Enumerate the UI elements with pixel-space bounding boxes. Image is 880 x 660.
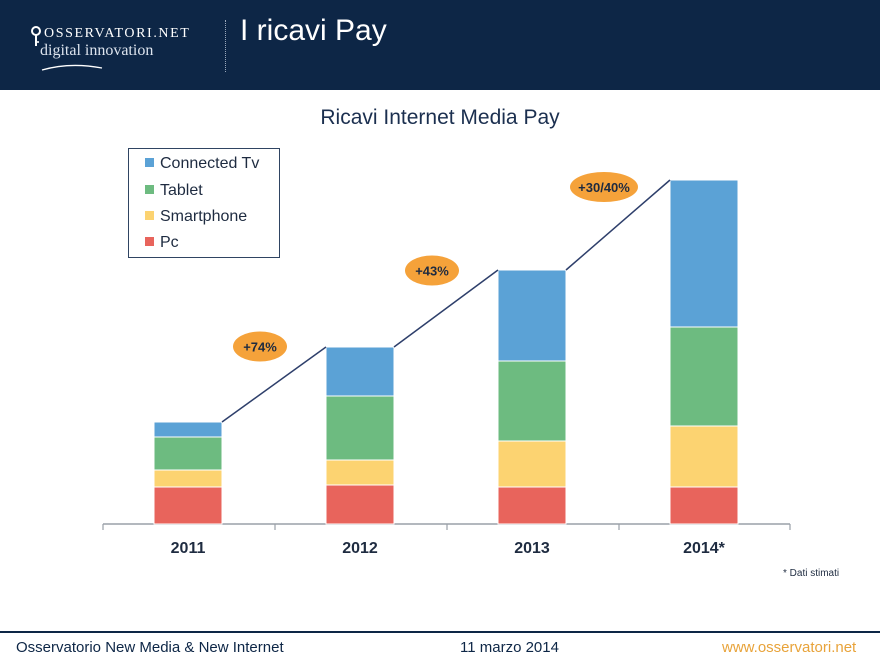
- footer-divider: [0, 631, 880, 633]
- bar-segment-tablet-2014: [669, 326, 739, 427]
- legend-swatch-tablet: [145, 185, 154, 194]
- logo-wordmark: OSSERVATORI.NET: [44, 26, 191, 41]
- bar-segment-tablet-2011: [153, 436, 223, 471]
- bar-segment-smartphone-2012: [325, 459, 395, 486]
- legend-item-tablet: Tablet: [145, 182, 203, 200]
- bar-segment-connected-tv-2013: [497, 269, 567, 362]
- growth-label: +30/40%: [578, 180, 630, 195]
- bar-segment-pc-2012: [325, 484, 395, 525]
- header-separator: [225, 20, 226, 72]
- legend-label-pc: Pc: [160, 234, 179, 251]
- bar-segment-connected-tv-2014: [669, 179, 739, 328]
- growth-label: +74%: [243, 340, 277, 355]
- trend-line-segment: [393, 269, 499, 348]
- x-tick-label: 2012: [342, 540, 378, 557]
- footer-website-link[interactable]: www.osservatori.net: [722, 639, 857, 656]
- growth-badge: [233, 331, 287, 362]
- footer-date: 11 marzo 2014: [460, 639, 559, 656]
- bar-segment-smartphone-2011: [153, 469, 223, 488]
- bar-segment-smartphone-2013: [497, 440, 567, 488]
- growth-label: +43%: [415, 264, 449, 279]
- legend-swatch-connected-tv: [145, 158, 154, 167]
- footnote: * Dati stimati: [783, 568, 840, 579]
- x-tick-label: 2011: [171, 540, 206, 557]
- bar-segment-connected-tv-2011: [153, 421, 223, 438]
- legend-item-smartphone: Smartphone: [145, 208, 247, 226]
- x-tick-label: 2013: [514, 540, 550, 557]
- page-title: I ricavi Pay: [240, 14, 387, 47]
- legend-swatch-smartphone: [145, 211, 154, 220]
- bar-segment-connected-tv-2012: [325, 346, 395, 397]
- bar-segment-tablet-2013: [497, 360, 567, 442]
- header-bar: OSSERVATORI.NET digital innovation I ric…: [0, 0, 880, 90]
- logo-tagline: digital innovation: [40, 42, 154, 59]
- bar-segment-pc-2013: [497, 486, 567, 525]
- bar-segment-pc-2011: [153, 486, 223, 525]
- logo-swoosh-icon: [41, 64, 103, 71]
- legend-label-smartphone: Smartphone: [160, 208, 248, 225]
- chart-legend: Connected Tv Tablet Smartphone Pc: [128, 148, 280, 258]
- x-tick-label: 2014*: [683, 540, 726, 557]
- bar-segment-pc-2014: [669, 486, 739, 525]
- trend-line-segment: [565, 179, 671, 271]
- key-icon: [31, 26, 41, 46]
- legend-item-connected-tv: Connected Tv: [145, 155, 259, 173]
- legend-label-connected-tv: Connected Tv: [160, 155, 260, 172]
- bar-segment-smartphone-2014: [669, 425, 739, 488]
- trend-line-segment: [221, 346, 327, 423]
- legend-item-pc: Pc: [145, 234, 179, 252]
- growth-badge: [570, 172, 638, 202]
- legend-label-tablet: Tablet: [160, 182, 203, 199]
- bar-segment-tablet-2012: [325, 395, 395, 461]
- legend-swatch-pc: [145, 237, 154, 246]
- footer-title: Osservatorio New Media & New Internet: [16, 639, 284, 656]
- chart-title: Ricavi Internet Media Pay: [320, 106, 560, 129]
- growth-badge: [405, 255, 459, 286]
